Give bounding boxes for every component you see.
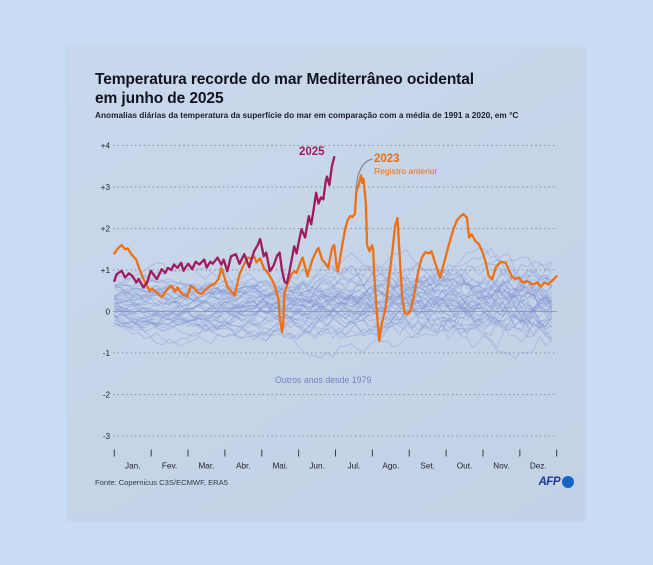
background-year-line [114, 262, 553, 334]
x-axis-label-Ago: Ago. [382, 462, 399, 471]
background-year-line [114, 281, 553, 329]
series-line-2025 [113, 155, 336, 289]
y-axis-label--3: -3 [103, 432, 111, 441]
x-axis-label-Fev: Fev. [162, 462, 177, 471]
background-years-label: Outros anos desde 1979 [275, 375, 372, 385]
afp-logo-text: AFP [538, 476, 561, 488]
chart-subtitle: Anomalias diárias da temperatura da supe… [95, 110, 519, 120]
background-year-line [114, 298, 553, 341]
background-year-line [114, 273, 552, 331]
x-axis-label-Jun: Jun. [309, 462, 324, 471]
x-axis-label-Mai: Mai. [272, 462, 287, 471]
x-axis-label-Jan: Jan. [125, 462, 140, 471]
y-axis-label-+4: +4 [101, 142, 111, 151]
callout-line-2023 [355, 158, 373, 191]
background-year-line [114, 276, 552, 319]
y-axis-label--2: -2 [103, 391, 111, 400]
background-year-line [114, 283, 553, 335]
chart-title-line2: em junho de 2025 [95, 90, 224, 107]
series-label-2023-sub: Registro anterior [374, 166, 438, 176]
background-year-line [114, 268, 553, 334]
afp-logo-dot-icon [562, 476, 574, 488]
background-year-line [114, 268, 553, 323]
background-year-line [114, 268, 553, 315]
chart-canvas: +4 +3 +2 +1 0 -1 -2 -3 Jan. Fev. Mar. Abr. Mai. Jun. J… [101, 142, 558, 471]
background-year-line [113, 287, 553, 343]
background-year-line [113, 295, 553, 334]
background-year-line [114, 297, 552, 341]
background-year-line [113, 273, 552, 332]
background-year-line [114, 267, 553, 334]
background-year-line [114, 285, 552, 349]
afp-logo: AFP [538, 475, 574, 489]
x-axis-label-Set: Set. [420, 462, 435, 471]
background-year-line [114, 282, 553, 339]
background-year-line [114, 265, 553, 333]
x-axis-label-Jul: Jul. [348, 462, 361, 471]
x-axis-label-Abr: Abr. [236, 462, 251, 471]
chart-title: Temperatura recorde do mar Mediterrâneo … [95, 70, 565, 108]
background-year-line [114, 288, 553, 342]
x-axis-label-Out: Out. [457, 462, 472, 471]
series-label-2023-year: 2023 [374, 153, 400, 165]
series-line-2023 [113, 174, 558, 343]
x-axis-label-Dez: Dez. [530, 462, 547, 471]
background-year-line [113, 262, 552, 325]
y-axis-label--1: -1 [103, 349, 111, 358]
x-axis-label-Nov: Nov. [493, 462, 509, 471]
background-year-line [114, 267, 553, 327]
y-axis-label-+2: +2 [101, 225, 111, 234]
y-axis-label-0: 0 [105, 308, 110, 317]
background-year-line [114, 289, 553, 348]
background-year-line [114, 247, 553, 318]
background-year-line [114, 275, 553, 318]
background-year-line [114, 264, 553, 327]
background-year-line [114, 282, 553, 343]
background-year-line [113, 291, 552, 344]
y-axis-label-+1: +1 [101, 266, 111, 275]
background-year-line [114, 274, 553, 335]
chart-title-line1: Temperatura recorde do mar Mediterrâneo … [95, 71, 474, 88]
background-year-line [114, 301, 552, 339]
y-axis-label-+3: +3 [101, 183, 111, 192]
series-label-2023: 2023 Registro anterior [374, 153, 438, 176]
background-year-line [114, 271, 553, 329]
series-label-2025: 2025 [299, 146, 325, 158]
background-year-line [114, 283, 553, 337]
source-credit: Fonte: Copernicus C3S/ECMWF, ERA5 [95, 478, 228, 487]
background-year-line [113, 284, 553, 360]
background-year-line [114, 261, 553, 320]
background-year-line [114, 262, 553, 308]
background-year-line [113, 280, 552, 342]
background-year-line [114, 252, 553, 311]
background-year-line [114, 264, 553, 316]
background-year-line [113, 284, 553, 331]
x-axis-label-Mar: Mar. [198, 462, 214, 471]
background-year-line [114, 273, 552, 359]
background-year-line [114, 247, 553, 319]
background-year-line [114, 283, 553, 338]
background-year-line [114, 289, 553, 347]
infographic-card: +4 +3 +2 +1 0 -1 -2 -3 Jan. Fev. Mar. Abr. Mai. Jun. J… [68, 46, 585, 519]
